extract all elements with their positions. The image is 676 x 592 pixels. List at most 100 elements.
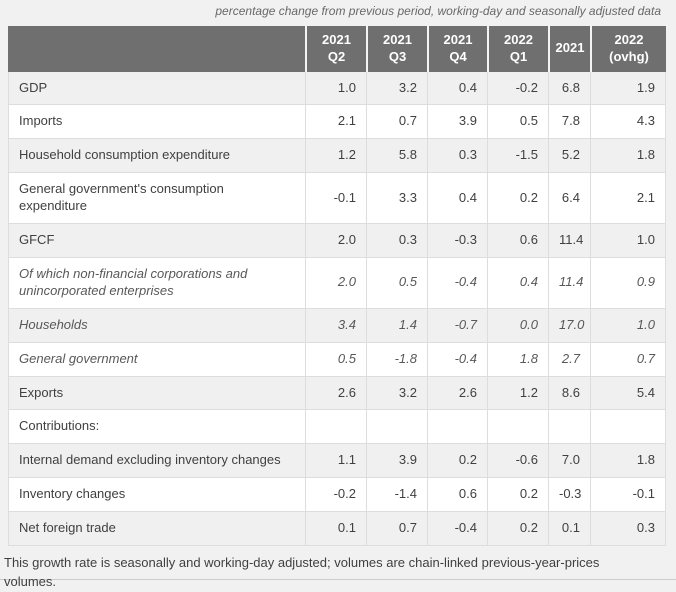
value-cell: 3.3	[366, 173, 427, 225]
value-cell: 11.4	[548, 224, 590, 258]
value-cell: 6.8	[548, 71, 590, 106]
table-row: Exports 2.6 3.2 2.6 1.2 8.6 5.4	[8, 376, 666, 411]
value-cell: 0.6	[427, 478, 487, 513]
value-cell: 0.7	[366, 105, 427, 140]
value-cell: -0.7	[427, 308, 487, 343]
column-header: 2021 Q2	[305, 25, 366, 72]
value-cell: 0.3	[366, 224, 427, 258]
table-row: Inventory changes -0.2 -1.4 0.6 0.2 -0.3 -0.1	[8, 478, 666, 513]
table-row: GFCF 2.0 0.3 -0.3 0.6 11.4 1.0	[8, 224, 666, 258]
value-cell: -0.3	[427, 224, 487, 258]
value-cell: 1.4	[366, 308, 427, 343]
value-cell: 2.0	[305, 257, 366, 309]
row-label: General government	[8, 342, 305, 377]
value-cell: 6.4	[548, 173, 590, 225]
value-cell: 3.4	[305, 308, 366, 343]
value-cell: -0.4	[427, 257, 487, 309]
table-row: Imports 2.1 0.7 3.9 0.5 7.8 4.3	[8, 105, 666, 140]
row-label: Internal demand excluding inventory chan…	[8, 444, 305, 479]
value-cell: 0.2	[487, 512, 548, 546]
value-cell	[548, 410, 590, 445]
table-header-row: 2021 Q2 2021 Q3 2021 Q4 2022 Q1 2021 2022 (ov…	[8, 25, 666, 72]
table-row: Households 3.4 1.4 -0.7 0.0 17.0 1.0	[8, 308, 666, 343]
value-cell: 1.8	[590, 139, 666, 174]
value-cell: 11.4	[548, 257, 590, 309]
value-cell: -1.5	[487, 139, 548, 174]
value-cell: 2.7	[548, 342, 590, 377]
value-cell: 0.2	[487, 478, 548, 513]
value-cell: 0.9	[590, 257, 666, 309]
value-cell: 17.0	[548, 308, 590, 343]
table-row: General government's consumption expendi…	[8, 173, 666, 225]
value-cell: 4.3	[590, 105, 666, 140]
value-cell: -0.4	[427, 512, 487, 546]
table-body: GDP 1.0 3.2 0.4 -0.2 6.8 1.9 Imports 2.1 0.7 3.9 0.…	[8, 71, 666, 546]
column-header: 2021 Q4	[427, 25, 487, 72]
value-cell: 2.6	[305, 376, 366, 411]
value-cell: -0.1	[305, 173, 366, 225]
value-cell: -0.4	[427, 342, 487, 377]
value-cell: -0.2	[487, 71, 548, 106]
table-header: 2021 Q2 2021 Q3 2021 Q4 2022 Q1 2021 2022 (ov…	[8, 25, 666, 72]
value-cell: 1.0	[590, 308, 666, 343]
value-cell: 3.9	[366, 444, 427, 479]
value-cell	[305, 410, 366, 445]
row-label: GDP	[8, 71, 305, 106]
value-cell: 7.0	[548, 444, 590, 479]
value-cell: 2.6	[427, 376, 487, 411]
value-cell: 1.2	[305, 139, 366, 174]
value-cell: 0.3	[590, 512, 666, 546]
row-label: Net foreign trade	[8, 512, 305, 546]
value-cell: -0.2	[305, 478, 366, 513]
table-row: Of which non-financial corporations and …	[8, 257, 666, 309]
value-cell: 0.0	[487, 308, 548, 343]
column-header: 2022 Q1	[487, 25, 548, 72]
value-cell: 3.2	[366, 71, 427, 106]
row-label: Imports	[8, 105, 305, 140]
table-row: GDP 1.0 3.2 0.4 -0.2 6.8 1.9	[8, 71, 666, 106]
value-cell: 3.2	[366, 376, 427, 411]
value-cell: -0.3	[548, 478, 590, 513]
value-cell: 1.1	[305, 444, 366, 479]
value-cell: -0.1	[590, 478, 666, 513]
value-cell: 0.2	[427, 444, 487, 479]
value-cell	[487, 410, 548, 445]
value-cell: -1.8	[366, 342, 427, 377]
value-cell: 1.8	[487, 342, 548, 377]
value-cell	[590, 410, 666, 445]
row-label: Households	[8, 308, 305, 343]
table-row: Household consumption expenditure 1.2 5.8 0…	[8, 139, 666, 174]
value-cell: 0.7	[590, 342, 666, 377]
value-cell: 0.1	[305, 512, 366, 546]
value-cell	[366, 410, 427, 445]
table-footnote: This growth rate is seasonally and worki…	[4, 554, 600, 589]
row-label: Contributions:	[8, 410, 305, 445]
value-cell: 1.2	[487, 376, 548, 411]
value-cell: 5.4	[590, 376, 666, 411]
data-table: 2021 Q2 2021 Q3 2021 Q4 2022 Q1 2021 2022 (ov…	[8, 25, 666, 546]
value-cell: 1.9	[590, 71, 666, 106]
value-cell: 0.6	[487, 224, 548, 258]
column-header: 2022 (ovhg)	[590, 25, 666, 72]
value-cell: 0.1	[548, 512, 590, 546]
table-row: General government 0.5 -1.8 -0.4 1.8 2.7 0.7	[8, 342, 666, 377]
row-label: Inventory changes	[8, 478, 305, 513]
value-cell: 2.0	[305, 224, 366, 258]
page: { "chart_data": { "type": "table", "titl…	[0, 4, 676, 589]
value-cell: 1.0	[590, 224, 666, 258]
value-cell: 3.9	[427, 105, 487, 140]
value-cell: 5.8	[366, 139, 427, 174]
value-cell: 2.1	[590, 173, 666, 225]
value-cell: 1.0	[305, 71, 366, 106]
corner-header-cell	[8, 25, 305, 72]
row-label: Household consumption expenditure	[8, 139, 305, 174]
column-header: 2021	[548, 25, 590, 72]
table-row: Internal demand excluding inventory chan…	[8, 444, 666, 479]
value-cell: 0.4	[487, 257, 548, 309]
value-cell: 0.3	[427, 139, 487, 174]
value-cell: -1.4	[366, 478, 427, 513]
row-label: Exports	[8, 376, 305, 411]
value-cell: 0.4	[427, 173, 487, 225]
value-cell: 0.7	[366, 512, 427, 546]
row-label: GFCF	[8, 224, 305, 258]
